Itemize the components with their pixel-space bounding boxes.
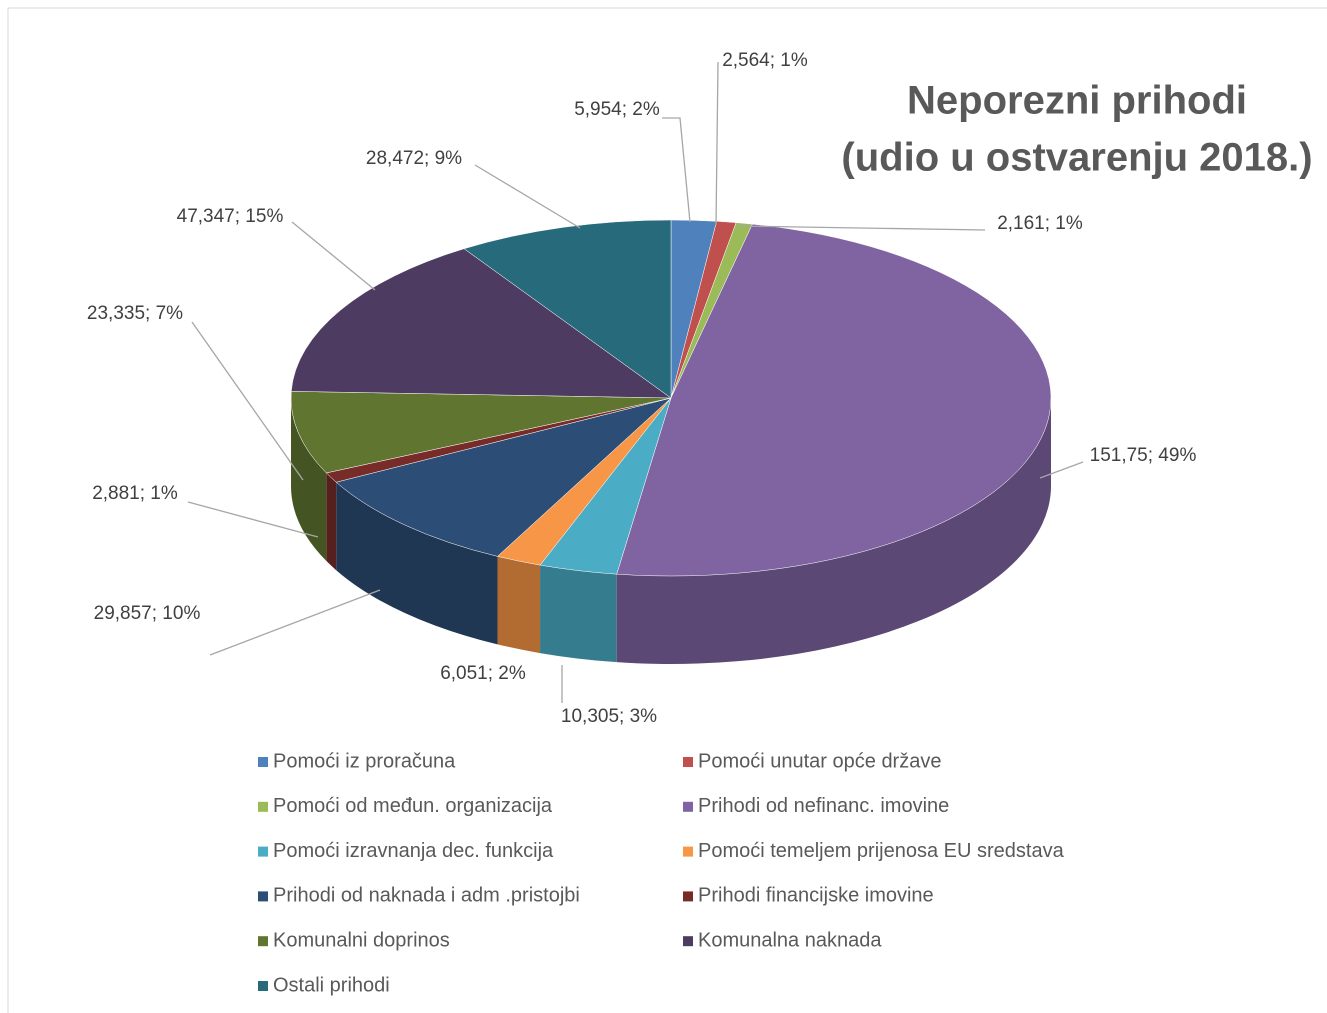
slice bbox=[335, 397, 672, 557]
slice-side bbox=[540, 565, 617, 663]
legend-label: Pomoći od međun. organizacija bbox=[273, 795, 553, 817]
data-label: 6,051; 2% bbox=[440, 663, 526, 684]
legend-label: Pomoći temeljem prijenosa EU sredstava bbox=[698, 840, 1065, 862]
legend-label: Pomoći unutar opće države bbox=[698, 750, 941, 772]
slice-side bbox=[336, 482, 498, 645]
legend-label: Pomoći iz proračuna bbox=[273, 750, 456, 772]
leader-line bbox=[291, 221, 376, 291]
legend-swatch bbox=[683, 936, 693, 947]
legend-swatch bbox=[258, 936, 268, 947]
data-label: 2,564; 1% bbox=[722, 50, 808, 71]
data-label: 23,335; 7% bbox=[87, 303, 183, 324]
data-label: 47,347; 15% bbox=[177, 206, 284, 227]
leader-line bbox=[187, 501, 319, 538]
leader-line bbox=[474, 164, 581, 229]
legend-swatch bbox=[258, 846, 268, 857]
slice bbox=[463, 219, 672, 399]
legend-swatch bbox=[683, 891, 693, 902]
slice bbox=[616, 223, 1052, 577]
leader-line bbox=[715, 61, 719, 226]
slice-side bbox=[326, 472, 337, 571]
legend-swatch bbox=[258, 981, 268, 991]
slice-side bbox=[497, 556, 541, 654]
chart-title: Neporezni prihodi bbox=[907, 79, 1247, 123]
legend-label: Ostali prihodi bbox=[273, 974, 390, 996]
legend-swatch bbox=[258, 801, 268, 812]
leader-line bbox=[209, 589, 381, 656]
slice-side bbox=[291, 398, 327, 561]
legend-swatch bbox=[683, 846, 693, 857]
legend-label: Prihodi od nefinanc. imovine bbox=[698, 795, 949, 817]
legend-label: Prihodi financijske imovine bbox=[698, 885, 934, 907]
leader-line bbox=[736, 225, 986, 231]
chart-title: (udio u ostvarenju 2018.) bbox=[841, 136, 1312, 180]
data-label: 2,161; 1% bbox=[997, 213, 1083, 234]
leader-line bbox=[191, 321, 304, 481]
data-label: 5,954; 2% bbox=[574, 99, 660, 120]
data-label: 151,75; 49% bbox=[1090, 445, 1197, 466]
data-label: 10,305; 3% bbox=[561, 706, 657, 727]
legend-label: Komunalna naknada bbox=[698, 929, 882, 951]
legend-swatch bbox=[258, 757, 268, 767]
legend-label: Pomoći izravnanja dec. funkcija bbox=[273, 840, 554, 862]
leader-line bbox=[1039, 461, 1084, 479]
data-label: 28,472; 9% bbox=[366, 148, 462, 169]
legend-label: Komunalni doprinos bbox=[273, 929, 450, 951]
legend-label: Prihodi od naknada i adm .pristojbi bbox=[273, 885, 580, 907]
slice-side bbox=[616, 398, 1051, 664]
data-label: 29,857; 10% bbox=[94, 603, 201, 624]
legend-swatch bbox=[683, 801, 693, 812]
slice bbox=[290, 391, 672, 474]
data-label: 2,881; 1% bbox=[92, 483, 178, 504]
legend-swatch bbox=[258, 891, 268, 902]
slice bbox=[290, 248, 672, 399]
leader-line bbox=[662, 117, 691, 223]
legend-swatch bbox=[683, 757, 693, 767]
